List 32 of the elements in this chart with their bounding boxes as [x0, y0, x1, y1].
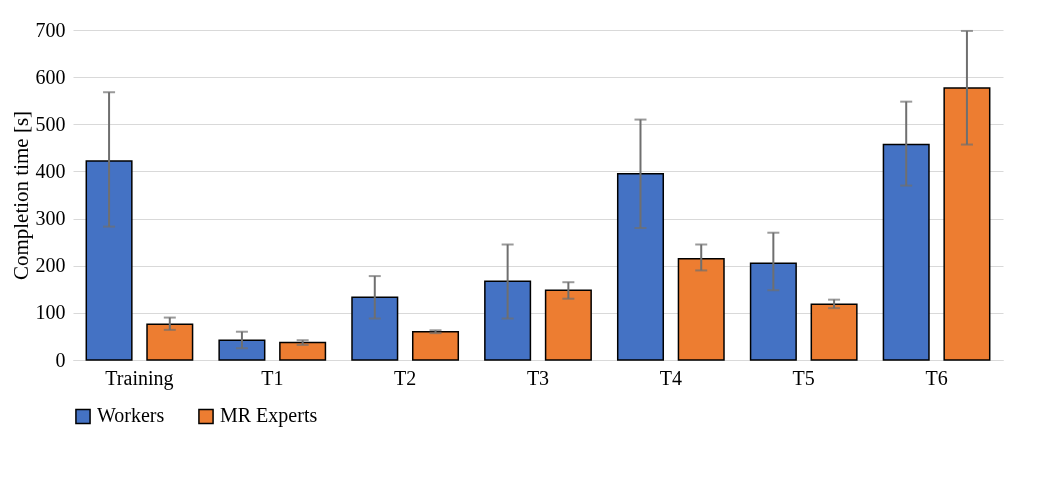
bar [616, 173, 665, 361]
y-tick-label: 100 [35, 301, 66, 324]
bar [411, 330, 460, 361]
bar [677, 257, 725, 361]
x-tick-label: T5 [792, 366, 815, 389]
y-tick-label: 600 [35, 65, 66, 88]
bar [943, 87, 991, 361]
bar [484, 280, 532, 361]
y-tick-label: 700 [35, 18, 66, 41]
y-tick-label: 300 [35, 207, 66, 230]
y-tick-label: 0 [55, 348, 66, 371]
legend-label: Workers [97, 404, 165, 427]
y-tick-label: 500 [35, 112, 66, 135]
bar [279, 341, 327, 361]
bar [85, 160, 133, 361]
bar [218, 339, 266, 361]
x-tick-label: T6 [925, 366, 948, 389]
y-tick-label: 400 [35, 159, 66, 182]
x-tick-label: T3 [526, 366, 550, 389]
legend-label: MR Experts [220, 404, 318, 428]
y-axis-title: Completion time [s] [8, 110, 33, 281]
bar [810, 303, 858, 361]
bar [146, 323, 194, 361]
x-tick-label: T1 [261, 366, 284, 389]
bar [882, 143, 930, 361]
bar [351, 296, 399, 361]
bar [749, 262, 797, 361]
y-tick-label: 200 [35, 254, 66, 277]
x-tick-label: T2 [394, 366, 417, 389]
x-tick-label: T4 [659, 366, 682, 389]
bar [544, 289, 592, 361]
x-tick-label: Training [105, 366, 174, 390]
